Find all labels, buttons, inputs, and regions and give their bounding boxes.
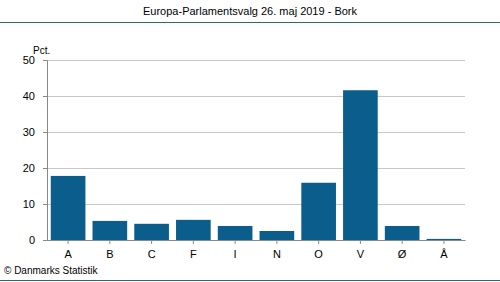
y-axis-title: Pct. bbox=[33, 45, 50, 56]
x-tick-label: Ø bbox=[398, 248, 407, 260]
y-tick-label: 30 bbox=[23, 126, 35, 138]
x-tick: F bbox=[190, 240, 197, 260]
x-tick-label: V bbox=[357, 248, 365, 260]
bar bbox=[343, 90, 378, 240]
y-tick-mark bbox=[43, 132, 47, 133]
x-tick-mark bbox=[443, 240, 444, 244]
x-tick: N bbox=[273, 240, 281, 260]
y-tick: 40 bbox=[23, 90, 47, 102]
x-tick: O bbox=[314, 240, 323, 260]
y-axis-line bbox=[43, 61, 48, 241]
x-tick-label: N bbox=[273, 248, 281, 260]
x-tick-mark bbox=[318, 240, 319, 244]
x-tick-mark bbox=[402, 240, 403, 244]
footer-rule bbox=[0, 280, 500, 281]
bar bbox=[51, 176, 86, 240]
x-tick-label: A bbox=[64, 248, 72, 260]
y-tick-label: 40 bbox=[23, 90, 35, 102]
y-tick: 0 bbox=[29, 234, 47, 246]
y-tick-label: 10 bbox=[23, 198, 35, 210]
bar bbox=[176, 220, 211, 240]
x-tick: V bbox=[357, 240, 365, 260]
bar bbox=[134, 224, 169, 240]
y-tick-mark bbox=[43, 96, 47, 97]
y-tick: 10 bbox=[23, 198, 47, 210]
x-tick-label: Å bbox=[440, 248, 448, 260]
title: Europa-Parlamentsvalg 26. maj 2019 - Bor… bbox=[143, 5, 357, 17]
x-tick-mark bbox=[193, 240, 194, 244]
y-tick-mark bbox=[43, 60, 47, 61]
x-tick-label: F bbox=[190, 248, 197, 260]
y-tick: 20 bbox=[23, 162, 47, 174]
y-tick-label: 0 bbox=[29, 234, 35, 246]
x-tick-mark bbox=[235, 240, 236, 244]
y-tick-mark bbox=[43, 240, 47, 241]
x-tick-label: I bbox=[234, 248, 237, 260]
x-tick-label: C bbox=[148, 248, 156, 260]
bar bbox=[93, 221, 128, 240]
x-tick: A bbox=[64, 240, 72, 260]
y-tick-mark bbox=[43, 204, 47, 205]
x-tick-label: O bbox=[314, 248, 323, 260]
x-tick-mark bbox=[360, 240, 361, 244]
bar bbox=[260, 231, 295, 240]
x-tick: Ø bbox=[398, 240, 407, 260]
x-axis: ABCFINOVØÅ bbox=[48, 240, 466, 260]
bar bbox=[301, 183, 336, 240]
x-tick-mark bbox=[68, 240, 69, 244]
bar bbox=[427, 239, 462, 240]
x-tick-mark bbox=[109, 240, 110, 244]
x-tick-mark bbox=[276, 240, 277, 244]
header-rule bbox=[0, 22, 500, 23]
grid-line bbox=[47, 168, 465, 169]
y-tick-mark bbox=[43, 168, 47, 169]
bars bbox=[51, 90, 461, 240]
grid bbox=[47, 61, 465, 241]
x-tick: B bbox=[106, 240, 113, 260]
y-axis: 01020304050 bbox=[23, 54, 48, 246]
x-tick: C bbox=[148, 240, 156, 260]
grid-line bbox=[47, 96, 465, 97]
x-tick-label: B bbox=[106, 248, 113, 260]
y-tick: 30 bbox=[23, 126, 47, 138]
bar bbox=[218, 226, 253, 240]
grid-line bbox=[47, 204, 465, 205]
chart: Europa-Parlamentsvalg 26. maj 2019 - Bor… bbox=[0, 0, 500, 282]
y-tick-label: 20 bbox=[23, 162, 35, 174]
x-tick-mark bbox=[151, 240, 152, 244]
grid-line bbox=[47, 60, 465, 61]
grid-line bbox=[47, 132, 465, 133]
x-tick: Å bbox=[440, 240, 448, 260]
x-tick: I bbox=[234, 240, 237, 260]
bar bbox=[385, 226, 420, 240]
source: © Danmarks Statistik bbox=[4, 265, 99, 276]
